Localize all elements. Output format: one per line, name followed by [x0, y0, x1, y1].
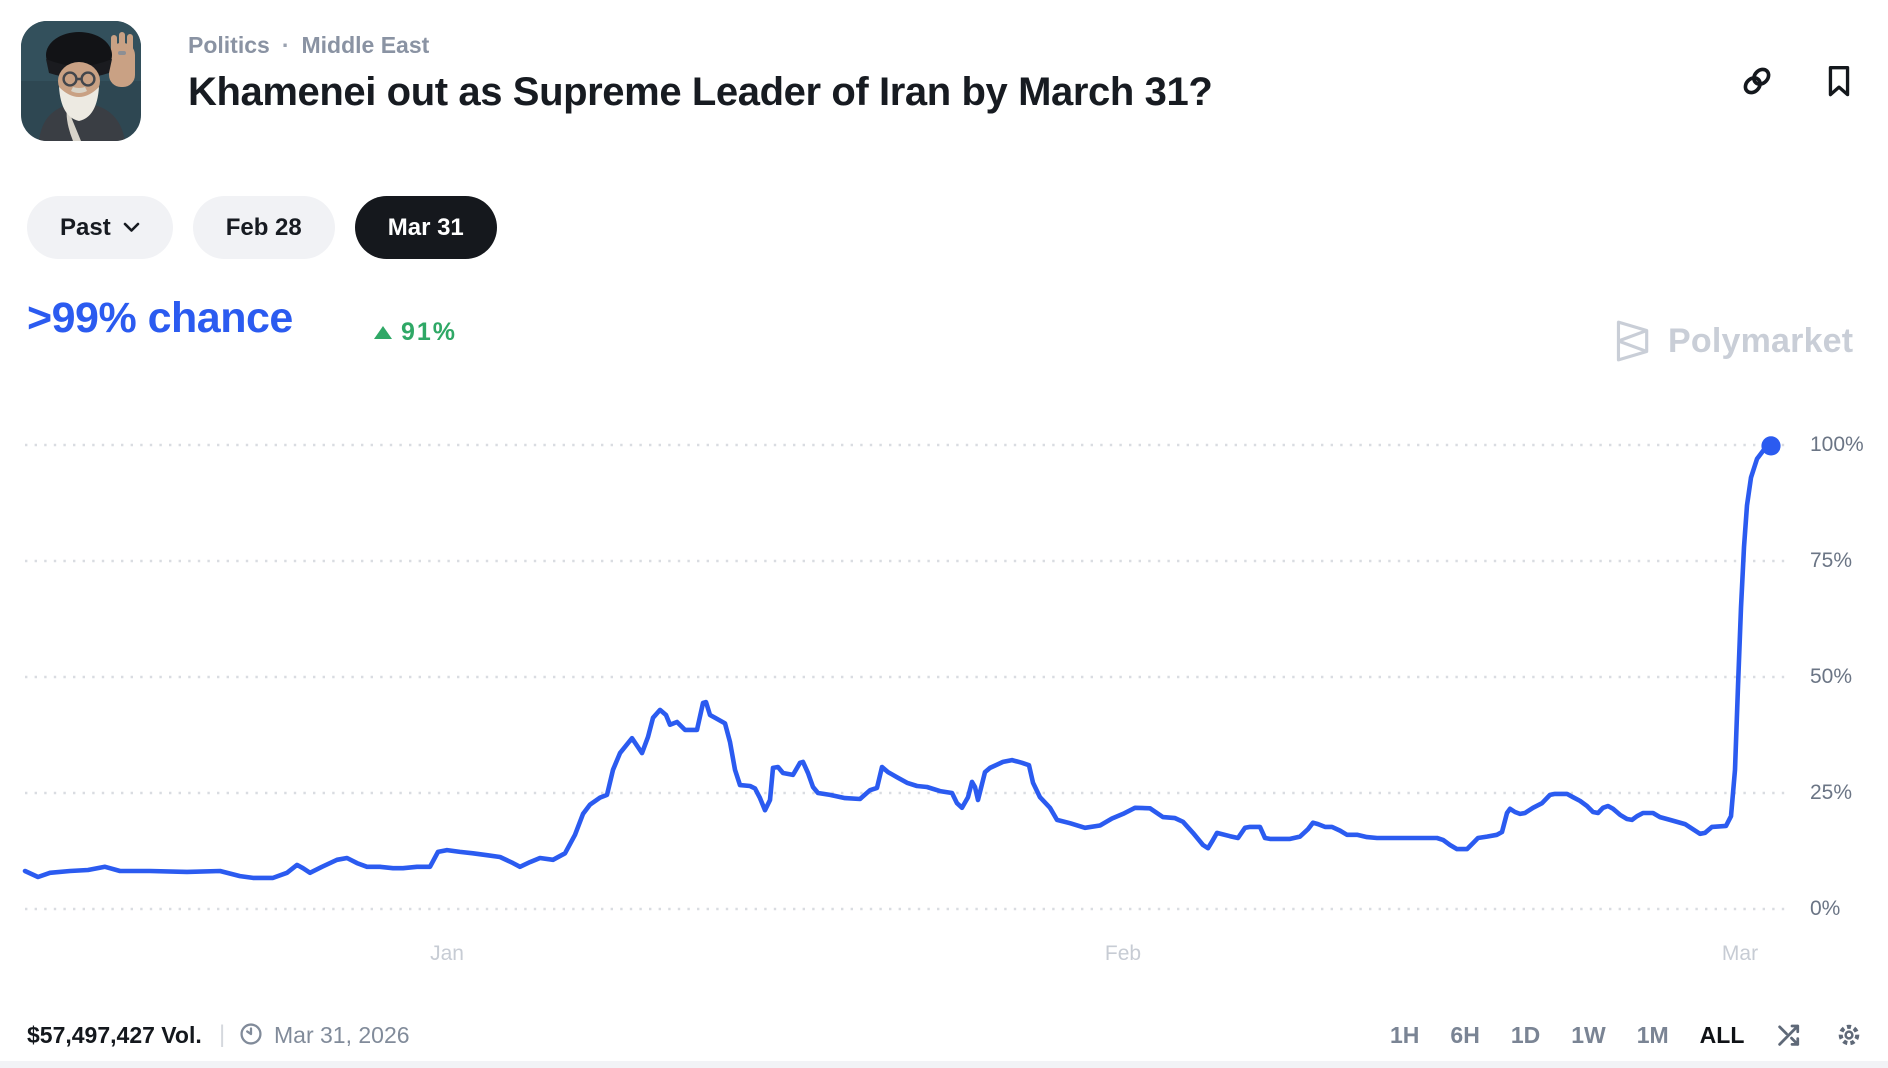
last-price-dot — [1761, 436, 1781, 456]
breadcrumb: Politics · Middle East — [188, 32, 429, 59]
timeframe-6h[interactable]: 6H — [1450, 1022, 1480, 1048]
y-axis-tick: 0% — [1810, 897, 1841, 920]
breadcrumb-category[interactable]: Politics — [188, 32, 270, 58]
bottom-edge-strip — [0, 1061, 1888, 1068]
polymarket-logo-icon — [1616, 320, 1649, 362]
market-avatar — [21, 21, 141, 141]
timeframe-1d[interactable]: 1D — [1510, 1022, 1541, 1048]
brand-watermark-text: Polymarket — [1668, 321, 1854, 360]
outcome-tab-label: Mar 31 — [387, 213, 464, 241]
timeframe-1h[interactable]: 1H — [1390, 1022, 1420, 1048]
outcome-tab-past[interactable]: Past — [27, 196, 173, 259]
page-title: Khamenei out as Supreme Leader of Iran b… — [188, 70, 1213, 114]
gear-icon — [1838, 1024, 1860, 1046]
timeframe-selector: 1H 6H 1D 1W 1M ALL — [1390, 1022, 1744, 1049]
bookmark-icon — [1828, 66, 1850, 97]
clock-icon-wrap — [238, 1021, 264, 1047]
chart-gridlines — [25, 443, 1790, 911]
copy-link-button[interactable] — [1736, 60, 1778, 102]
x-axis-tick: Jan — [430, 942, 464, 965]
y-axis-tick: 50% — [1810, 665, 1853, 688]
breadcrumb-subcategory[interactable]: Middle East — [301, 32, 430, 58]
outcome-tab-feb-28[interactable]: Feb 28 — [192, 196, 335, 259]
outcome-tab-label: Past — [60, 213, 111, 241]
timeframe-1w[interactable]: 1W — [1571, 1022, 1606, 1048]
footer-divider: | — [219, 1021, 226, 1048]
clock-icon — [240, 1023, 262, 1045]
expand-chart-icon — [1778, 1024, 1800, 1046]
bookmark-button[interactable] — [1818, 60, 1860, 102]
avatar-illustration — [21, 21, 141, 141]
y-axis-tick: 100% — [1810, 433, 1864, 456]
probability-line — [22, 443, 1774, 881]
y-axis-tick: 25% — [1810, 781, 1853, 804]
expand-chart-button[interactable] — [1772, 1018, 1806, 1052]
outcome-tab-label: Feb 28 — [225, 213, 302, 241]
resolution-date: Mar 31, 2026 — [274, 1022, 410, 1048]
timeframe-1m[interactable]: 1M — [1636, 1022, 1669, 1048]
brand-watermark: Polymarket — [1608, 318, 1853, 364]
x-axis-tick: Feb — [1104, 942, 1142, 965]
link-icon — [1743, 67, 1771, 95]
outcome-tabs: Past Feb 28 Mar 31 — [27, 196, 497, 259]
breadcrumb-separator: · — [281, 32, 290, 58]
header-actions — [1736, 60, 1860, 102]
x-axis-tick: Mar — [1721, 942, 1759, 965]
chance-value: >99% chance — [27, 294, 293, 342]
chance-change-label: 91% — [401, 318, 458, 346]
timeframe-all[interactable]: ALL — [1699, 1022, 1745, 1048]
arrow-up-icon — [374, 326, 392, 339]
outcome-tab-mar-31[interactable]: Mar 31 — [354, 196, 497, 259]
volume-label: $57,497,427 Vol. — [27, 1022, 202, 1048]
chart-tools — [1772, 1018, 1866, 1052]
chart-settings-button[interactable] — [1832, 1018, 1866, 1052]
y-axis-tick: 75% — [1810, 549, 1853, 572]
chevron-down-icon — [123, 222, 140, 232]
chance-change: 91% — [374, 318, 457, 347]
